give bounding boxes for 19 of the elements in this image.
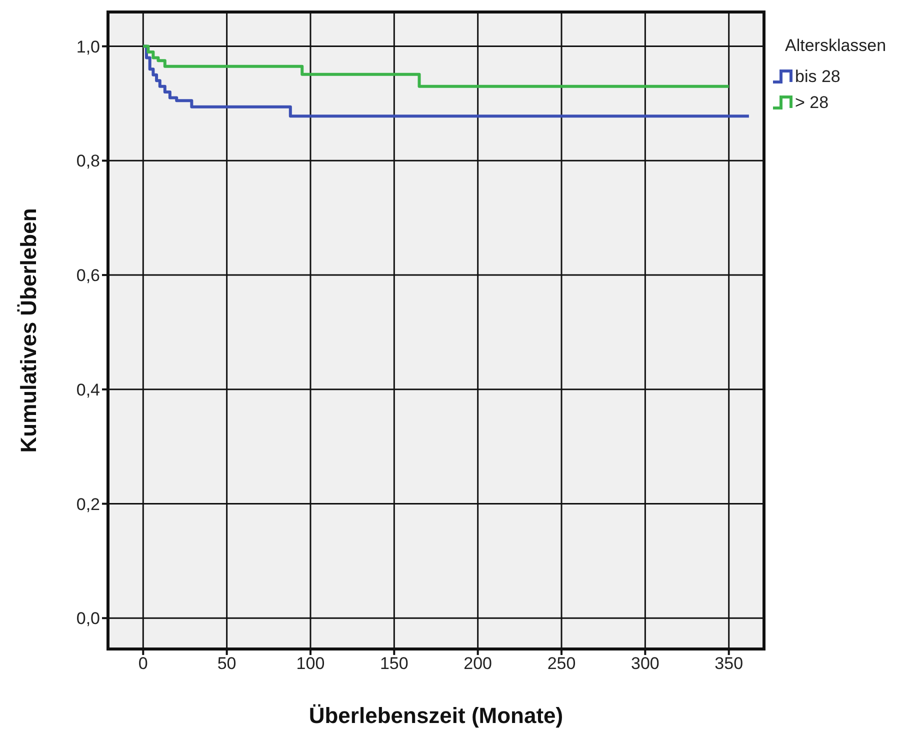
legend-title: Altersklassen — [785, 36, 886, 56]
y-tick-label: 0,6 — [76, 266, 100, 286]
y-tick-label: 1,0 — [76, 37, 100, 56]
x-axis-title: Überlebenszeit (Monate) — [308, 703, 564, 728]
x-tick-label: 250 — [547, 654, 576, 674]
x-tick-label: 150 — [380, 654, 408, 674]
x-tick-label: 350 — [714, 654, 744, 674]
y-tick-label: 0,4 — [76, 380, 100, 400]
legend-label: bis 28 — [795, 67, 840, 87]
y-tick-label: 0,0 — [76, 609, 100, 628]
y-tick-label: 0,2 — [76, 494, 100, 514]
x-tick-label: 300 — [630, 654, 660, 674]
x-tick-label: 200 — [464, 654, 492, 674]
x-tick-label: 0 — [138, 654, 148, 674]
x-tick-label: 100 — [296, 654, 325, 674]
legend-label: > 28 — [795, 93, 829, 113]
y-axis-title: Kumulatives Überleben — [16, 208, 41, 453]
x-tick-label: 50 — [217, 654, 236, 674]
y-tick-label: 0,8 — [76, 152, 100, 171]
